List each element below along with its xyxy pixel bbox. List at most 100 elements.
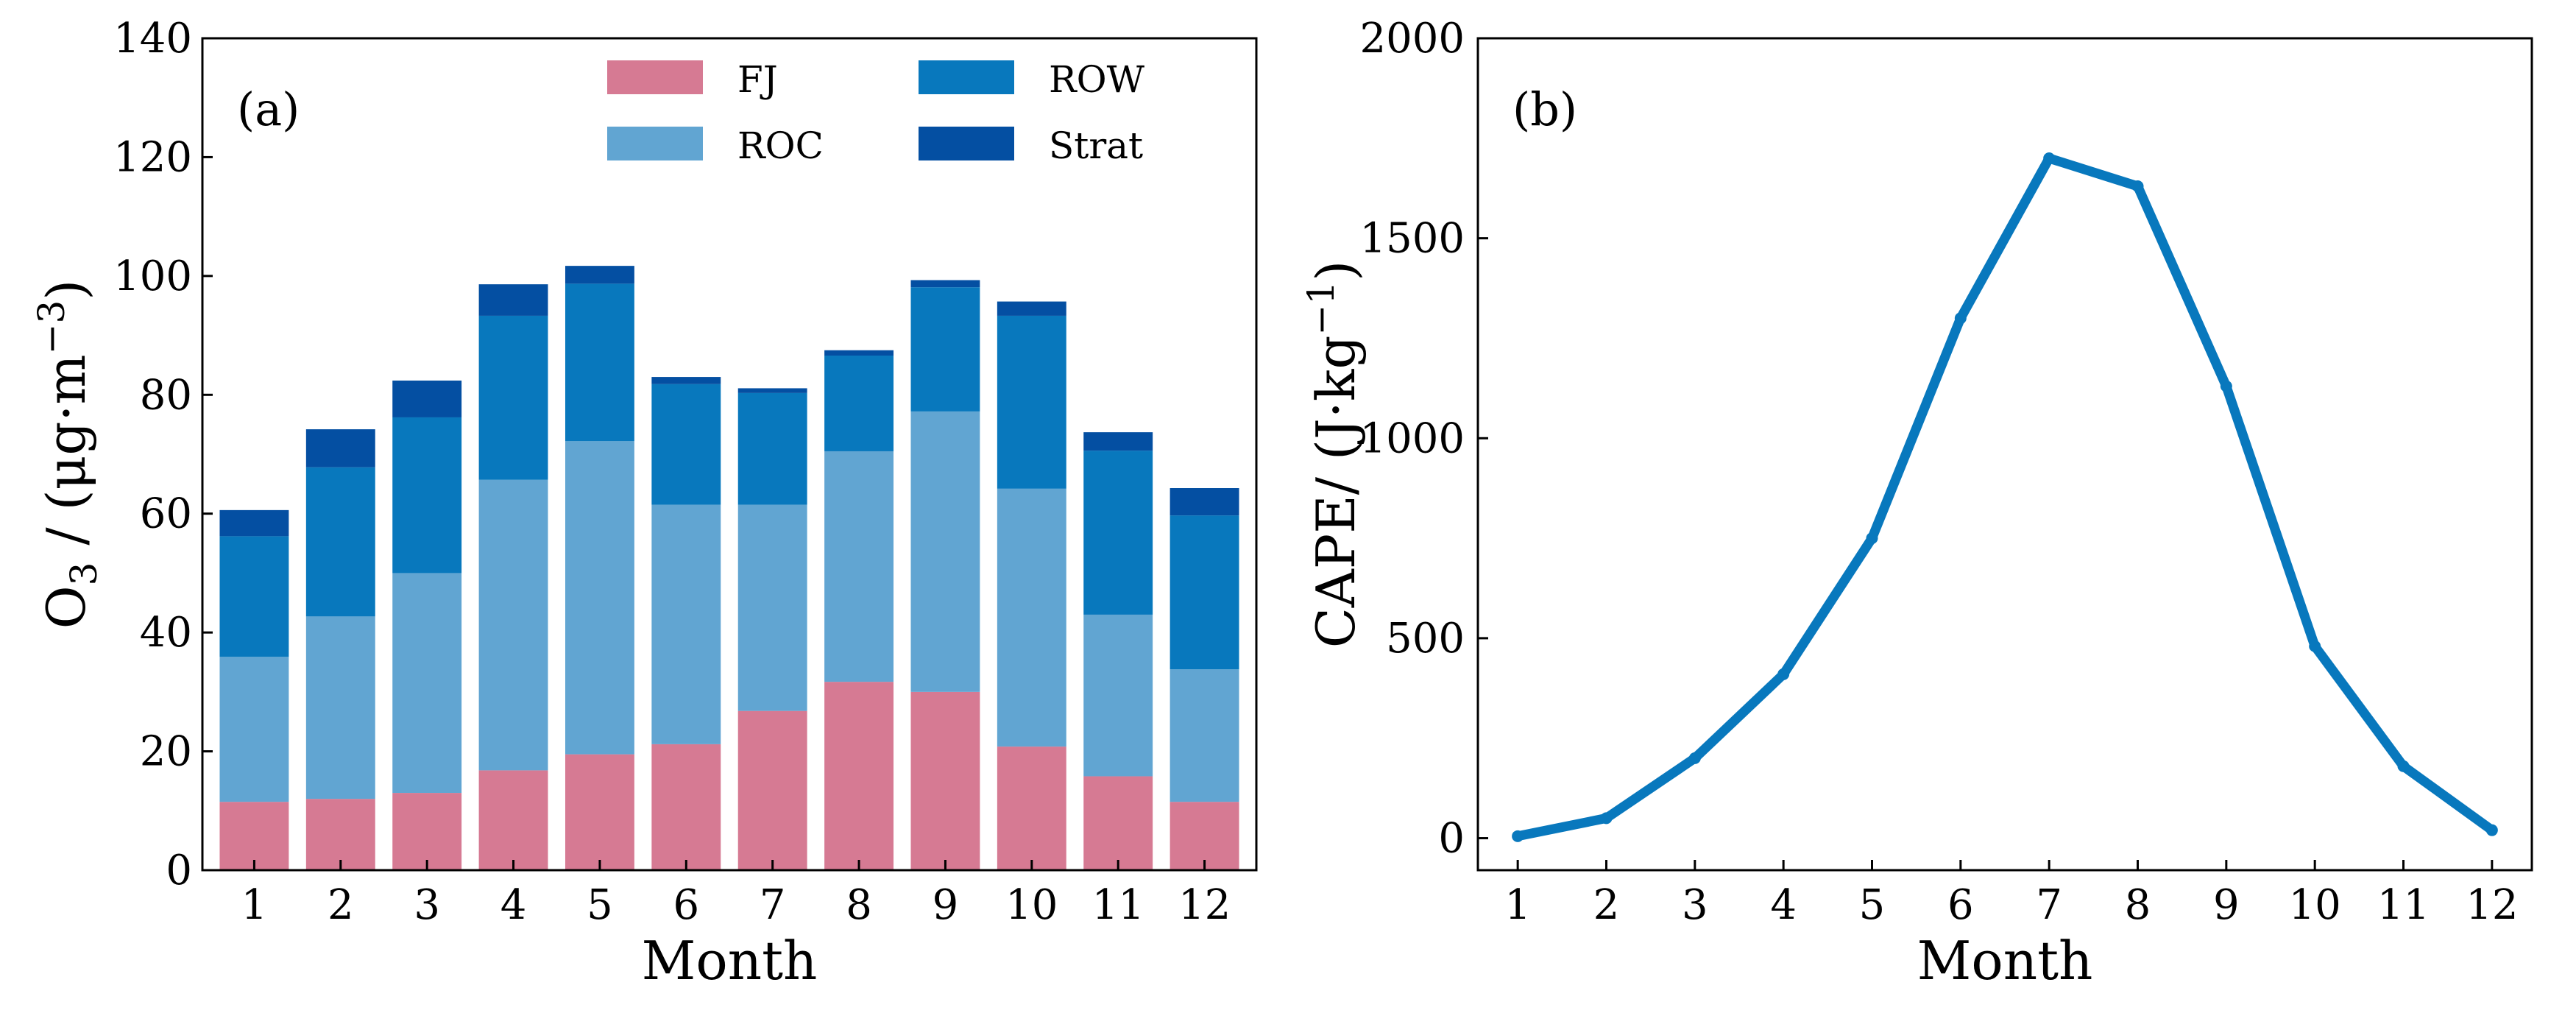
y-tick-label: 80 xyxy=(140,371,192,419)
bar-row-month-3 xyxy=(392,417,462,573)
legend-swatch xyxy=(919,127,1014,160)
panel-b-label: (b) xyxy=(1512,82,1577,136)
y-tick-label: 1500 xyxy=(1359,215,1465,263)
x-tick-label: 2 xyxy=(1593,881,1620,929)
bar-roc-month-7 xyxy=(737,504,807,711)
bar-strat-month-1 xyxy=(219,509,289,537)
bar-fj-month-7 xyxy=(737,710,807,870)
bar-fj-month-11 xyxy=(1083,776,1153,870)
legend-item-fj: FJ xyxy=(607,58,778,101)
x-tick-label: 11 xyxy=(1092,881,1144,929)
panel-a-y-ticks: 0 20 40 60 80 100 120 140 xyxy=(113,15,213,894)
x-tick-label: 12 xyxy=(2466,881,2518,929)
bar-strat-month-11 xyxy=(1083,432,1153,451)
bar-roc-month-11 xyxy=(1083,614,1153,777)
cape-point-month-4 xyxy=(1777,668,1790,680)
bar-row-month-12 xyxy=(1170,515,1239,670)
y-tick-label: 20 xyxy=(140,728,192,776)
bar-roc-month-8 xyxy=(824,451,894,682)
panel-a-x-axis-label: Month xyxy=(642,930,818,992)
bar-strat-month-3 xyxy=(392,380,462,417)
x-tick-label: 1 xyxy=(241,881,268,929)
legend-label: ROW xyxy=(1049,58,1145,101)
bar-row-month-7 xyxy=(737,392,807,505)
bar-row-month-4 xyxy=(478,315,548,480)
bar-row-month-11 xyxy=(1083,451,1153,615)
cape-point-month-9 xyxy=(2220,380,2232,392)
cape-point-month-8 xyxy=(2131,180,2144,193)
y-label-sup: −3 xyxy=(30,300,73,355)
bar-fj-month-4 xyxy=(478,770,548,870)
bar-fj-month-1 xyxy=(219,802,289,870)
cape-label-main: CAPE/ (J·kg xyxy=(1305,336,1367,649)
x-tick-label: 9 xyxy=(933,881,959,929)
y-label-sub: 3 xyxy=(63,562,105,586)
legend-item-roc: ROC xyxy=(607,124,824,167)
legend-item-strat: Strat xyxy=(919,124,1143,167)
legend-label: FJ xyxy=(737,58,778,101)
y-label-o: O xyxy=(35,585,97,629)
x-tick-label: 7 xyxy=(760,881,786,929)
bar-fj-month-3 xyxy=(392,793,462,870)
bar-strat-month-12 xyxy=(1170,488,1239,516)
x-tick-label: 4 xyxy=(500,881,527,929)
cape-point-month-2 xyxy=(1600,812,1613,825)
bar-roc-month-10 xyxy=(997,488,1066,747)
legend-swatch xyxy=(607,60,703,94)
x-tick-label: 8 xyxy=(2125,881,2151,929)
bar-roc-month-6 xyxy=(651,504,721,744)
bar-roc-month-2 xyxy=(305,616,375,800)
y-label-close: ) xyxy=(35,280,97,300)
y-tick-label: 0 xyxy=(1438,815,1465,863)
y-tick-label: 100 xyxy=(113,253,192,300)
panel-b-y-axis-label: CAPE/ (J·kg−1) xyxy=(1300,261,1367,649)
x-tick-label: 11 xyxy=(2377,881,2430,929)
y-tick-label: 40 xyxy=(140,609,192,657)
bar-row-month-1 xyxy=(219,536,289,657)
bar-fj-month-6 xyxy=(651,744,721,870)
panel-a-label: (a) xyxy=(237,82,300,136)
cape-point-month-3 xyxy=(1688,752,1701,764)
y-tick-label: 1000 xyxy=(1359,414,1465,462)
bar-row-month-10 xyxy=(997,315,1066,489)
panel-a-axes-frame xyxy=(201,37,1258,872)
x-tick-label: 10 xyxy=(1005,881,1058,929)
x-tick-label: 2 xyxy=(328,881,354,929)
x-tick-label: 4 xyxy=(1770,881,1797,929)
legend-label: Strat xyxy=(1049,124,1143,167)
x-tick-label: 10 xyxy=(2289,881,2341,929)
panel-a-y-axis-label: O3 / (μg·m−3) xyxy=(30,280,105,629)
cape-point-month-5 xyxy=(1866,532,1878,545)
x-tick-label: 3 xyxy=(414,881,440,929)
y-tick-label: 60 xyxy=(140,490,192,538)
bar-row-month-8 xyxy=(824,356,894,451)
x-tick-label: 6 xyxy=(673,881,699,929)
legend-swatch xyxy=(607,127,703,160)
bar-strat-month-8 xyxy=(824,350,894,356)
bar-strat-month-10 xyxy=(997,301,1066,316)
bar-roc-month-5 xyxy=(565,441,634,755)
bar-fj-month-5 xyxy=(565,754,634,870)
legend-item-row: ROW xyxy=(919,58,1145,101)
cape-label-close: ) xyxy=(1305,261,1367,281)
x-tick-label: 3 xyxy=(1682,881,1708,929)
x-tick-label: 1 xyxy=(1504,881,1531,929)
bar-fj-month-8 xyxy=(824,682,894,870)
bar-row-month-6 xyxy=(651,384,721,505)
bar-fj-month-9 xyxy=(910,691,980,870)
bar-roc-month-12 xyxy=(1170,669,1239,802)
cape-point-month-7 xyxy=(2043,152,2056,164)
x-tick-label: 5 xyxy=(587,881,613,929)
bar-roc-month-4 xyxy=(478,479,548,771)
bar-strat-month-7 xyxy=(737,388,807,393)
bar-strat-month-5 xyxy=(565,266,634,284)
panel-b-points xyxy=(1512,152,2498,842)
panel-b-x-axis-label: Month xyxy=(1917,930,2093,992)
bar-roc-month-1 xyxy=(219,657,289,802)
panel-b-axes-frame xyxy=(1476,37,2533,872)
legend-label: ROC xyxy=(737,124,824,167)
panel-a-x-ticks: 1 2 3 4 5 6 7 8 9 10 11 12 xyxy=(241,860,1231,929)
